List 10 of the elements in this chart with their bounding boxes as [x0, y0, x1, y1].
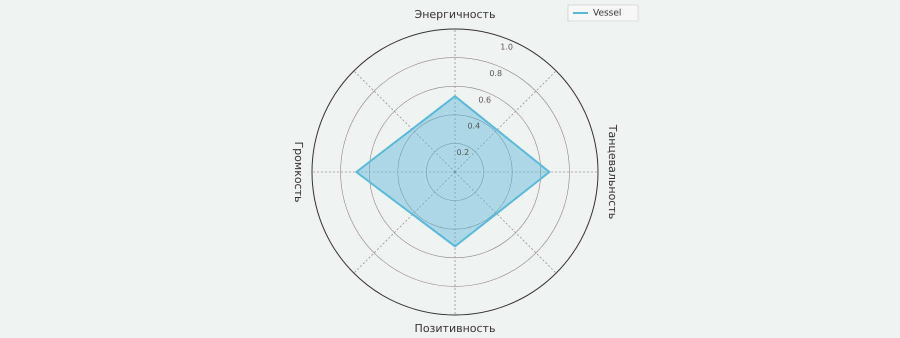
- y-tick-label: 1.0: [500, 42, 514, 52]
- y-tick-label: 0.2: [456, 148, 470, 158]
- legend-label: Vessel: [593, 8, 622, 18]
- spoke-label: Энергичность: [414, 8, 496, 22]
- spoke-label: Танцевальность: [606, 124, 619, 220]
- y-tick-label: 0.6: [478, 95, 492, 104]
- spoke-label: Громкость: [292, 141, 305, 203]
- y-tick-label: 0.8: [489, 68, 502, 78]
- y-tick-label: 0.4: [467, 122, 480, 131]
- spoke-label: Позитивность: [414, 322, 496, 336]
